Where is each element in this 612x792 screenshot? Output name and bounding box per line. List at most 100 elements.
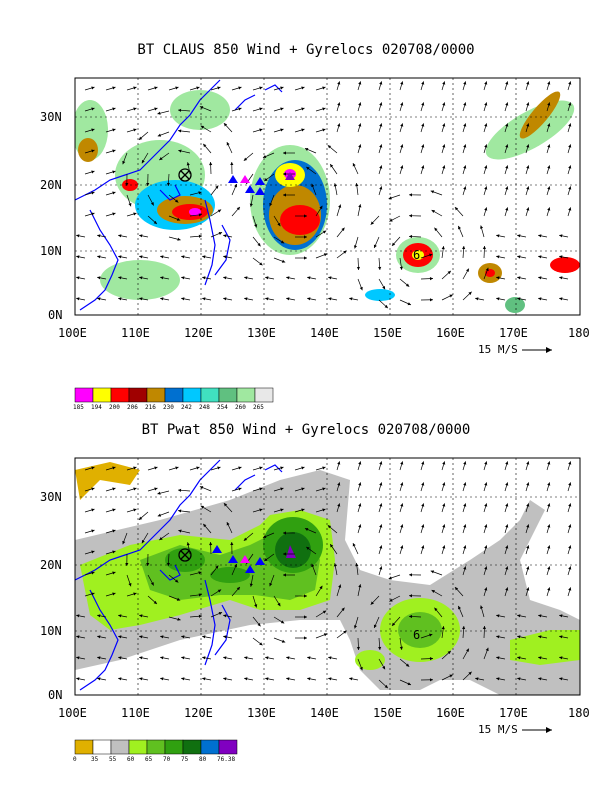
wind-arrowhead [254, 224, 258, 228]
wind-arrowhead [181, 635, 185, 639]
wind-arrowhead [254, 604, 258, 608]
wind-arrowhead [526, 186, 530, 190]
colorbar-swatch [200, 739, 220, 755]
panel2-colorbar [74, 739, 238, 755]
wind-arrowhead [547, 165, 551, 169]
lat-label-0n: 0N [48, 308, 63, 322]
wind-arrowhead [458, 225, 462, 230]
wind-arrowhead [442, 524, 446, 528]
wind-arrowhead [341, 227, 345, 232]
wind-arrowhead [181, 276, 185, 280]
wind-arrowhead [568, 81, 572, 85]
lon-label-110e: 110E [121, 326, 150, 340]
wind-arrowhead [379, 566, 383, 570]
wind-vectors [76, 81, 572, 309]
wind-arrowhead [327, 145, 332, 149]
wind-arrowhead [568, 165, 572, 169]
wind-arrowhead [400, 545, 404, 549]
wind-arrowhead [431, 210, 435, 213]
wind-arrowhead [405, 663, 410, 667]
wind-arrowhead [91, 191, 95, 195]
wind-arrowhead [379, 503, 383, 507]
colorbar-swatch [128, 739, 148, 755]
colorbar-label: 0 [73, 756, 77, 763]
wind-arrowhead [301, 128, 305, 132]
wind-arrowhead [454, 587, 459, 591]
wind-arrowhead [355, 183, 359, 187]
wind-arrowhead [359, 666, 363, 671]
wind-arrowhead [349, 677, 353, 681]
wind-arrowhead [517, 656, 521, 660]
wind-arrowhead [76, 297, 80, 301]
colorbar-swatch [146, 739, 166, 755]
colorbar-swatch [110, 387, 130, 403]
wind-arrowhead [547, 123, 551, 127]
wind-arrowhead [133, 107, 137, 111]
wind-arrowhead [352, 543, 356, 547]
wind-arrowhead [358, 102, 362, 106]
wind-arrowhead [159, 536, 163, 541]
wind-arrowhead [112, 592, 116, 596]
wind-arrowhead [223, 297, 227, 301]
lon-label-160e-2: 160E [436, 706, 465, 720]
wind-arrowhead [160, 635, 164, 639]
wind-arrowhead [223, 234, 227, 238]
colorbar-label: 254 [217, 404, 228, 411]
lon-label-110e-2: 110E [121, 706, 150, 720]
wind-arrowhead [407, 302, 411, 306]
wind-arrowhead [157, 133, 162, 137]
wind-arrowhead [379, 186, 383, 190]
lon-label-100e: 100E [58, 326, 87, 340]
wind-arrowhead [388, 576, 392, 580]
panel1-frame [74, 77, 581, 316]
wind-arrowhead [223, 677, 227, 681]
wind-arrowhead [328, 297, 332, 301]
wind-arrowhead [281, 259, 286, 263]
wind-arrowhead [409, 234, 413, 239]
colorbar-swatch [92, 739, 112, 755]
lat-label-20n: 20N [40, 178, 62, 192]
wind-arrowhead [199, 106, 204, 110]
wind-arrowhead [389, 218, 393, 222]
wind-arrowhead [112, 529, 116, 533]
wind-arrowhead [91, 149, 95, 153]
wind-arrowhead [322, 128, 326, 132]
lon-label-100e-2: 100E [58, 706, 87, 720]
wind-arrowhead [97, 656, 101, 660]
wind-arrowhead [150, 202, 154, 206]
wind-arrowhead [496, 635, 500, 639]
wind-arrowhead [269, 202, 273, 207]
wind-arrowhead [154, 487, 158, 491]
wind-arrowhead [91, 212, 95, 216]
wind-arrowhead [442, 102, 446, 106]
wind-arrowhead [468, 291, 472, 295]
wind-arrowhead [322, 230, 327, 234]
wind-arrowhead [281, 639, 286, 643]
wind-arrowhead [505, 123, 509, 127]
wind-arrowhead [400, 81, 404, 85]
wind-arrowhead [333, 563, 337, 567]
wind-arrowhead [559, 276, 563, 280]
wind-arrowhead [341, 607, 345, 612]
wind-arrowhead [409, 614, 413, 619]
wind-arrowhead [442, 123, 446, 127]
wind-arrowhead [526, 524, 530, 528]
wind-arrowhead [434, 227, 438, 232]
wind-arrowhead [379, 165, 383, 169]
wind-arrowhead [462, 626, 466, 630]
wind-arrowhead [133, 86, 137, 90]
wind-arrowhead [505, 524, 509, 528]
wind-arrowhead [176, 217, 181, 221]
wind-arrowhead [133, 128, 137, 132]
wind-arrowhead [505, 545, 509, 549]
wind-arrowhead [547, 186, 551, 190]
colorbar-label: 75 [181, 756, 189, 763]
wind-arrowhead [379, 102, 383, 106]
wind-arrowhead [568, 186, 572, 190]
wind-arrowhead [200, 125, 205, 129]
wind-arrowhead [505, 566, 509, 570]
wind-arrowhead [244, 297, 248, 301]
colorbar-swatch [74, 387, 94, 403]
wind-arrowhead [526, 503, 530, 507]
wind-arrowhead [496, 276, 500, 280]
